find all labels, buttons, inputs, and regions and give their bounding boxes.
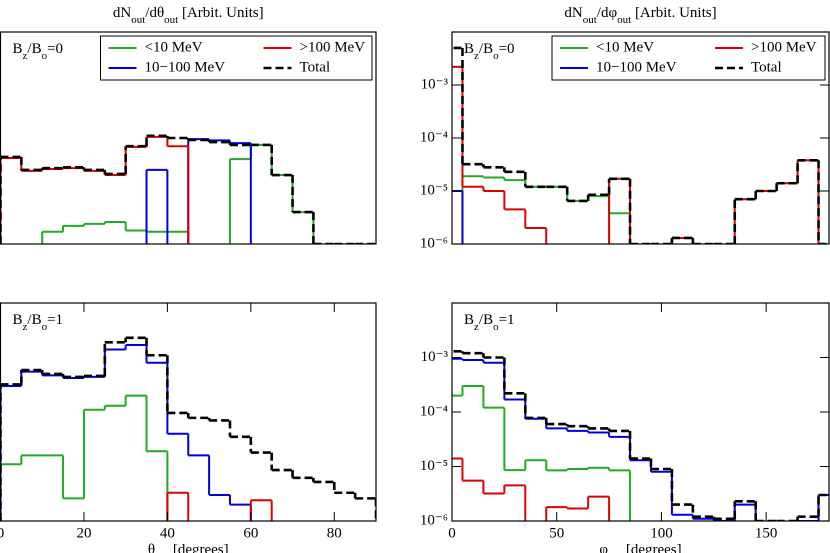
series: [0, 343, 252, 521]
text-part: [Arbit. Units]: [178, 5, 263, 21]
legend-label: >100 MeV: [751, 39, 817, 55]
text-part: B: [13, 41, 23, 57]
y-tick-label: 10⁻⁴: [420, 403, 448, 419]
chart-title: dNout/dθout [Arbit. Units]: [113, 5, 264, 25]
series: [452, 357, 829, 521]
text-part: z: [23, 321, 28, 333]
y-tick-label: 10⁻⁵: [420, 182, 448, 198]
y-tick-label: 10⁻⁶: [420, 235, 448, 251]
y-tick-label: 10⁻⁴: [420, 129, 448, 145]
text-part: =1: [499, 312, 515, 328]
y-tick-label: 10⁻⁵: [420, 458, 448, 474]
series: [0, 134, 376, 244]
text-part: /B: [27, 41, 41, 57]
series: [166, 491, 273, 521]
y-tick-label: 10⁻³: [421, 349, 449, 365]
text-part: θ: [148, 542, 155, 553]
text-part: B: [464, 41, 474, 57]
text-part: =0: [47, 41, 63, 57]
legend-label: Total: [300, 59, 331, 75]
x-tick-label: 20: [76, 525, 91, 541]
text-part: dN: [564, 5, 583, 21]
plot-area: [0, 336, 376, 521]
plot-area: [0, 134, 376, 244]
text-part: =1: [47, 312, 63, 328]
text-part: z: [474, 321, 479, 333]
text-part: /dθ: [145, 5, 164, 21]
plot-frame: [451, 302, 830, 522]
legend-label: >100 MeV: [300, 39, 366, 55]
plot-area: [452, 349, 829, 521]
legend-box: [551, 35, 826, 81]
annotation: Bz/Bo=0: [464, 41, 515, 61]
legend-label: 10−100 MeV: [145, 59, 226, 75]
text-part: [degrees]: [622, 542, 682, 553]
x-axis-label: φout [degrees]: [599, 542, 681, 553]
y-tick-label: 10⁻⁶: [420, 512, 448, 528]
text-part: o: [42, 321, 48, 333]
text-part: /B: [479, 41, 493, 57]
text-part: [Arbit. Units]: [631, 5, 716, 21]
series: [452, 384, 632, 521]
legend-box: [100, 35, 373, 81]
plot-area: [452, 46, 829, 244]
text-part: out: [583, 14, 597, 26]
series: [0, 394, 169, 521]
x-tick-label: 0: [448, 525, 456, 541]
text-part: o: [493, 50, 499, 62]
y-tick-label: 10⁻³: [421, 76, 449, 92]
x-tick-label: 60: [243, 525, 258, 541]
text-part: z: [474, 50, 479, 62]
legend-label: 10−100 MeV: [596, 59, 677, 75]
text-part: out: [155, 551, 169, 553]
text-part: out: [608, 551, 622, 553]
x-axis-label: θout [degrees]: [148, 542, 229, 553]
x-tick-label: 50: [549, 525, 564, 541]
annotation: Bz/Bo=1: [464, 312, 515, 332]
series: [452, 457, 611, 521]
legend-label: <10 MeV: [596, 39, 654, 55]
plot-frame: [0, 31, 377, 245]
text-part: o: [493, 321, 499, 333]
text-part: dN: [113, 5, 132, 21]
series: [0, 135, 190, 244]
series: [145, 138, 252, 244]
x-tick-label: 150: [755, 525, 778, 541]
text-part: /dφ: [597, 5, 618, 21]
text-part: [degrees]: [169, 542, 229, 553]
x-tick-label: 100: [650, 525, 673, 541]
text-part: B: [464, 312, 474, 328]
x-tick-label: 40: [160, 525, 175, 541]
text-part: out: [617, 14, 631, 26]
text-part: B: [13, 312, 23, 328]
plot-frame: [0, 302, 377, 522]
text-part: out: [131, 14, 145, 26]
legend-label: Total: [751, 59, 782, 75]
text-part: =0: [499, 41, 515, 57]
text-part: /B: [479, 312, 493, 328]
text-part: φ: [599, 542, 608, 553]
text-part: z: [23, 50, 28, 62]
text-part: o: [42, 50, 48, 62]
x-tick-label: 0: [0, 525, 4, 541]
text-part: /B: [27, 312, 41, 328]
series: [452, 349, 829, 521]
x-tick-label: 80: [327, 525, 342, 541]
text-part: out: [164, 14, 178, 26]
legend-label: <10 MeV: [145, 39, 203, 55]
chart-title: dNout/dφout [Arbit. Units]: [564, 5, 716, 25]
series: [0, 336, 376, 521]
annotation: Bz/Bo=0: [13, 41, 64, 61]
annotation: Bz/Bo=1: [13, 312, 64, 332]
series: [452, 46, 829, 244]
